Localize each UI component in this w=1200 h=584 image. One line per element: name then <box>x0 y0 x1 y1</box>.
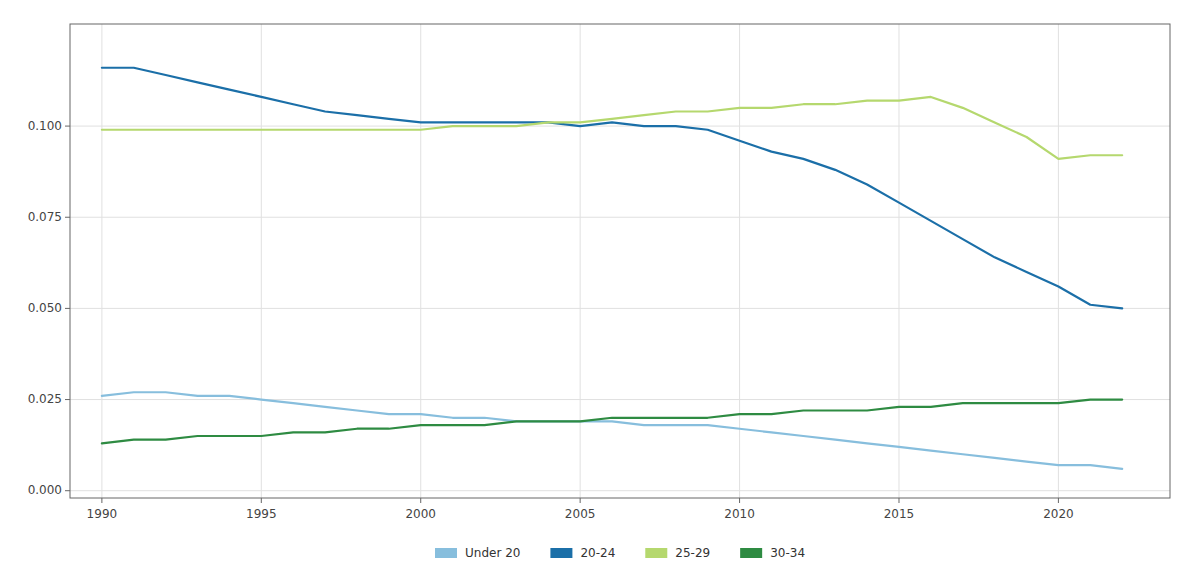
x-tick <box>420 498 421 503</box>
y-grid-line <box>70 308 1170 309</box>
x-tick <box>101 498 102 503</box>
x-tick-label: 1995 <box>246 507 277 521</box>
x-tick <box>1058 498 1059 503</box>
x-tick-label: 2005 <box>565 507 596 521</box>
legend: Under 20 20-24 25-29 30-34 <box>435 546 805 560</box>
x-grid-line <box>580 24 581 498</box>
series-line <box>102 392 1122 469</box>
legend-swatch <box>740 548 762 558</box>
plot-frame <box>70 24 1170 498</box>
grid <box>70 24 1170 498</box>
legend-item: 25-29 <box>645 546 710 560</box>
axes: 0.000 0.025 0.050 0.075 0.100 1990 1995 2000 200… <box>28 24 1170 521</box>
legend-swatch <box>645 548 667 558</box>
y-grid-line <box>70 490 1170 491</box>
series-line <box>102 97 1122 159</box>
legend-swatch <box>550 548 572 558</box>
x-tick <box>739 498 740 503</box>
x-grid-line <box>420 24 421 498</box>
x-tick <box>580 498 581 503</box>
legend-item: 20-24 <box>550 546 615 560</box>
legend-label: 30-34 <box>770 546 805 560</box>
x-tick-label: 2020 <box>1043 507 1074 521</box>
legend-label: 25-29 <box>675 546 710 560</box>
y-tick <box>65 217 70 218</box>
legend-item: Under 20 <box>435 546 520 560</box>
x-tick-label: 1990 <box>87 507 118 521</box>
x-tick-label: 2000 <box>405 507 436 521</box>
legend-swatch <box>435 548 457 558</box>
x-grid-line <box>898 24 899 498</box>
x-grid-line <box>1058 24 1059 498</box>
x-tick-label: 2015 <box>884 507 915 521</box>
y-tick <box>65 490 70 491</box>
series-line <box>102 68 1122 309</box>
legend-item: 30-34 <box>740 546 805 560</box>
legend-label: Under 20 <box>465 546 520 560</box>
y-tick-label: 0.100 <box>28 119 62 133</box>
x-grid-line <box>739 24 740 498</box>
y-tick <box>65 308 70 309</box>
chart: 0.000 0.025 0.050 0.075 0.100 1990 1995 2000 200… <box>0 0 1200 584</box>
y-tick-label: 0.050 <box>28 301 62 315</box>
y-grid-line <box>70 399 1170 400</box>
x-tick-label: 2010 <box>724 507 755 521</box>
x-grid-line <box>261 24 262 498</box>
series-lines <box>102 68 1122 469</box>
y-tick-label: 0.025 <box>28 392 62 406</box>
legend-label: 20-24 <box>580 546 615 560</box>
x-grid-line <box>101 24 102 498</box>
series-line <box>102 400 1122 444</box>
y-grid-line <box>70 217 1170 218</box>
y-tick <box>65 126 70 127</box>
y-tick-label: 0.075 <box>28 210 62 224</box>
x-tick <box>261 498 262 503</box>
y-tick <box>65 399 70 400</box>
x-tick <box>898 498 899 503</box>
y-tick-label: 0.000 <box>28 483 62 497</box>
